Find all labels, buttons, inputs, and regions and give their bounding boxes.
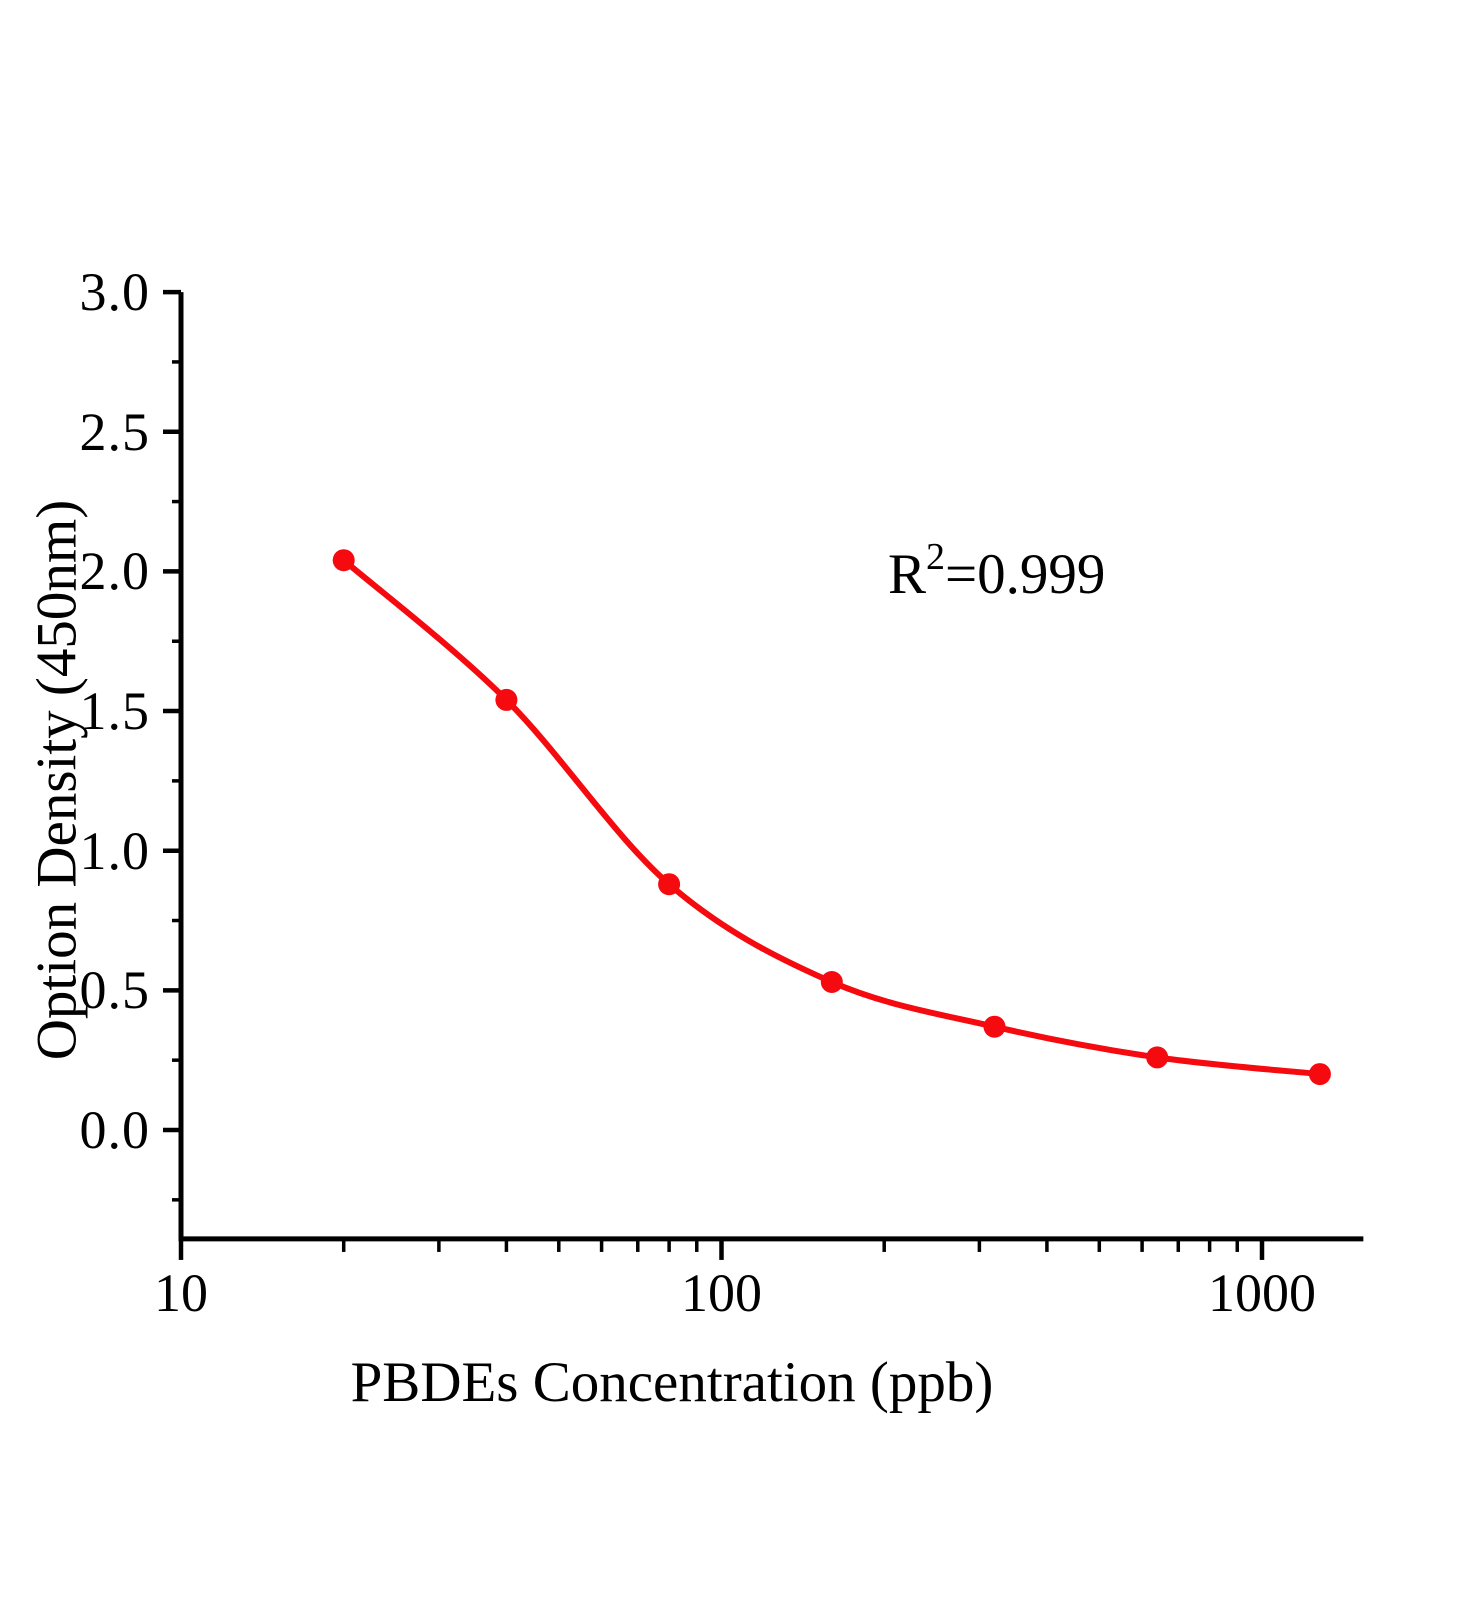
r-squared-exponent: 2 — [926, 536, 946, 578]
data-point-marker — [1146, 1046, 1169, 1069]
y-tick-label: 1.5 — [79, 681, 150, 742]
y-tick-label: 1.0 — [79, 820, 150, 881]
r-squared-annotation: R2=0.999 — [888, 538, 1106, 606]
data-point-marker — [332, 549, 355, 572]
data-point-marker — [658, 873, 681, 896]
data-point-marker — [1308, 1063, 1331, 1086]
fit-curve-line — [340, 557, 1323, 1078]
data-point-marker — [495, 688, 518, 711]
y-tick-label: 2.5 — [79, 401, 150, 462]
y-tick-label: 0.5 — [79, 960, 150, 1021]
y-tick-label: 2.0 — [79, 541, 150, 602]
x-tick-label: 10 — [154, 1263, 208, 1323]
y-tick-label: 0.0 — [79, 1100, 150, 1160]
x-tick-label: 1000 — [1208, 1263, 1316, 1323]
data-point-marker — [820, 971, 843, 993]
y-tick-label: 3.0 — [79, 262, 150, 323]
x-axis-title: PBDEs Concentration (ppb) — [350, 1351, 994, 1414]
r-squared-symbol: R — [888, 543, 927, 606]
x-tick-label: 100 — [681, 1263, 762, 1323]
r-squared-value: =0.999 — [945, 543, 1106, 606]
data-point-marker — [983, 1015, 1006, 1038]
